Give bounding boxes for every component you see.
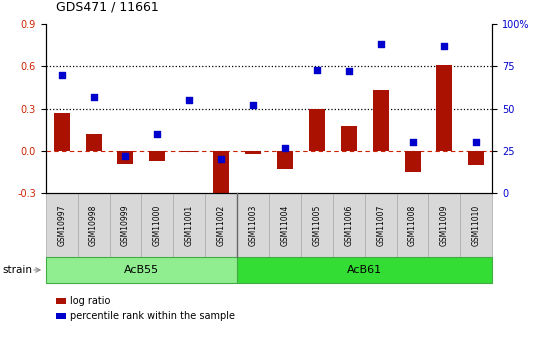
Bar [405,151,421,172]
Point [440,43,449,49]
Point [408,140,417,145]
Point [313,67,321,72]
Point [58,72,66,78]
Bar [117,151,133,164]
Text: GSM11003: GSM11003 [249,205,258,246]
Text: GSM11002: GSM11002 [217,205,225,246]
Bar [309,109,325,151]
Text: GSM11004: GSM11004 [280,205,289,246]
Text: GSM10997: GSM10997 [57,204,66,246]
Point [185,97,194,103]
Point [121,153,130,159]
Bar [469,151,484,165]
Text: GSM11000: GSM11000 [153,205,162,246]
Point [281,145,289,150]
Point [89,94,98,100]
Text: AcB55: AcB55 [124,265,159,275]
Text: GSM10998: GSM10998 [89,205,98,246]
Bar [373,90,388,151]
Bar [54,113,69,151]
Point [472,140,480,145]
Bar [86,134,102,151]
Point [344,69,353,74]
Bar [436,65,452,151]
Text: GSM11001: GSM11001 [185,205,194,246]
Text: GSM11010: GSM11010 [472,205,481,246]
Bar [277,151,293,169]
Bar [181,151,197,152]
Bar [213,151,229,196]
Text: GSM11006: GSM11006 [344,205,353,246]
Text: GSM11005: GSM11005 [313,205,321,246]
Point [376,42,385,47]
Text: GDS471 / 11661: GDS471 / 11661 [56,1,159,14]
Point [153,131,161,137]
Text: GSM11008: GSM11008 [408,205,417,246]
Text: GSM10999: GSM10999 [121,204,130,246]
Bar [245,151,261,154]
Text: GSM11009: GSM11009 [440,205,449,246]
Text: percentile rank within the sample: percentile rank within the sample [70,311,236,321]
Text: GSM11007: GSM11007 [376,205,385,246]
Text: log ratio: log ratio [70,296,111,306]
Bar [150,151,165,161]
Point [249,102,257,108]
Text: strain: strain [3,265,33,275]
Point [217,157,225,162]
Bar [341,126,357,151]
Text: AcB61: AcB61 [347,265,383,275]
